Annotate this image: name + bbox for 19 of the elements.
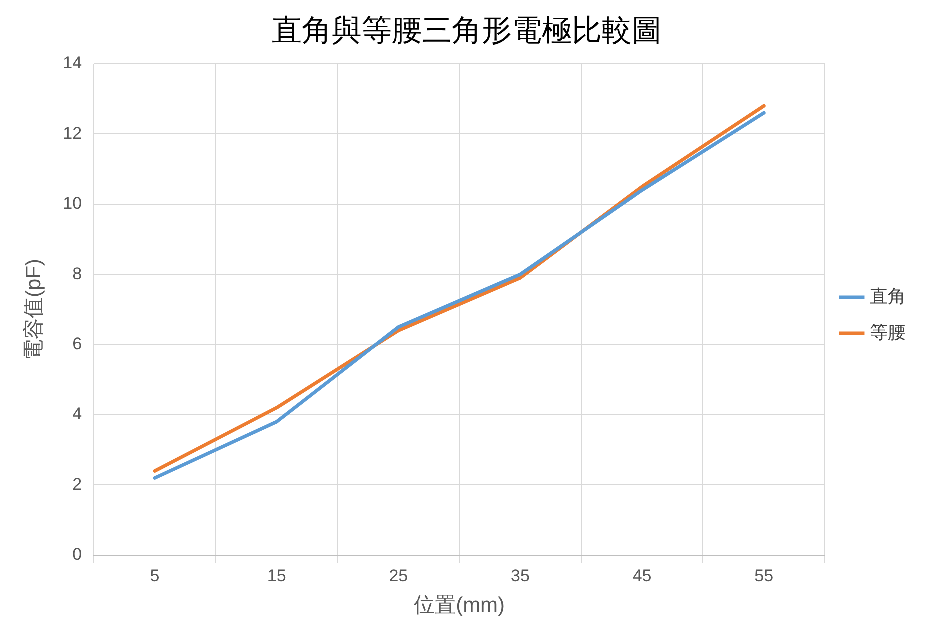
y-tick-label: 2 bbox=[72, 474, 82, 494]
legend-label: 直角 bbox=[870, 286, 906, 306]
x-tick-label: 55 bbox=[754, 566, 774, 586]
y-tick-label: 12 bbox=[63, 124, 82, 143]
x-tick-label: 35 bbox=[511, 566, 530, 586]
y-tick-label: 8 bbox=[72, 264, 82, 284]
y-tick-label: 10 bbox=[63, 194, 82, 214]
y-tick-label: 4 bbox=[72, 404, 82, 424]
x-tick-label: 25 bbox=[389, 566, 408, 586]
y-tick-label: 0 bbox=[72, 545, 82, 564]
x-tick-label: 5 bbox=[150, 566, 160, 586]
x-tick-label: 45 bbox=[632, 566, 652, 586]
y-axis-title: 電容值(pF) bbox=[22, 258, 46, 360]
y-tick-label: 14 bbox=[63, 54, 82, 73]
y-tick-label: 6 bbox=[72, 334, 82, 354]
chart-title: 直角與等腰三角形電極比較圖 bbox=[272, 14, 662, 48]
legend-label: 等腰 bbox=[870, 322, 906, 342]
x-axis-title: 位置(mm) bbox=[414, 594, 506, 618]
x-tick-label: 15 bbox=[267, 566, 286, 586]
